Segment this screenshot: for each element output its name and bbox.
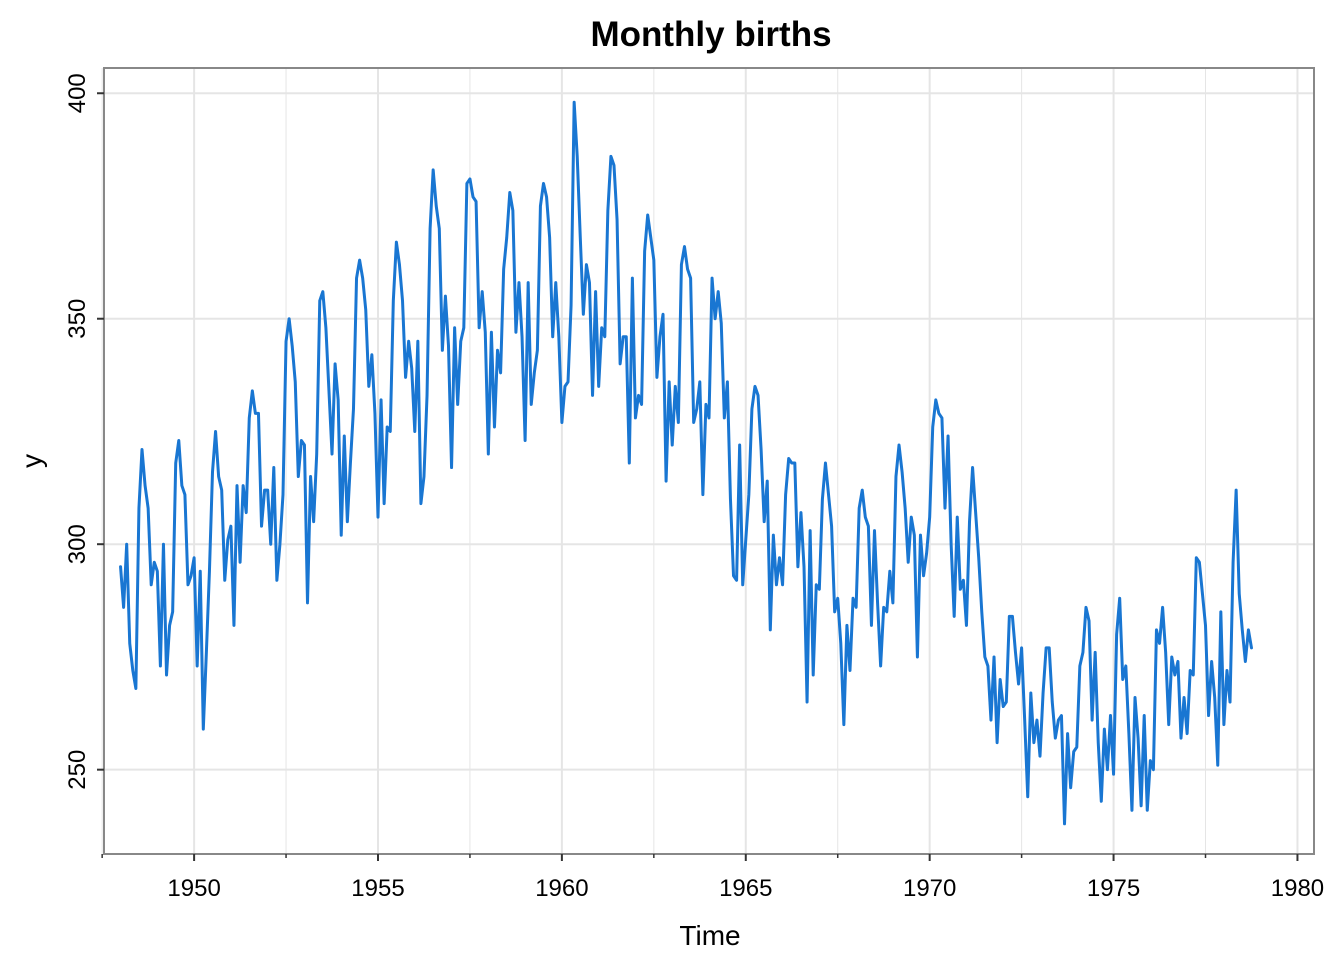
series-line (119, 100, 1253, 826)
x-tick-label: 1970 (903, 875, 956, 902)
y-tick-label: 250 (64, 750, 91, 790)
y-axis-title: y (16, 454, 47, 468)
x-tick-label: 1965 (719, 875, 772, 902)
x-tick-label: 1960 (535, 875, 588, 902)
x-tick-label: 1980 (1271, 875, 1324, 902)
y-tick-label: 300 (64, 524, 91, 564)
x-tick-label: 1975 (1087, 875, 1140, 902)
series-layer (119, 100, 1253, 826)
x-axis: 1950 1955 1960 1965 1970 1975 1980 (101, 854, 1324, 902)
chart-title: Monthly births (590, 15, 831, 54)
y-axis: 250 300 350 400 (64, 73, 104, 790)
gridlines (101, 68, 1314, 854)
x-axis-title: Time (679, 920, 740, 951)
x-tick-label: 1955 (351, 875, 404, 902)
plot-frame (103, 67, 1315, 855)
y-tick-label: 350 (64, 299, 91, 339)
y-tick-label: 400 (64, 73, 91, 113)
x-tick-label: 1950 (167, 875, 220, 902)
